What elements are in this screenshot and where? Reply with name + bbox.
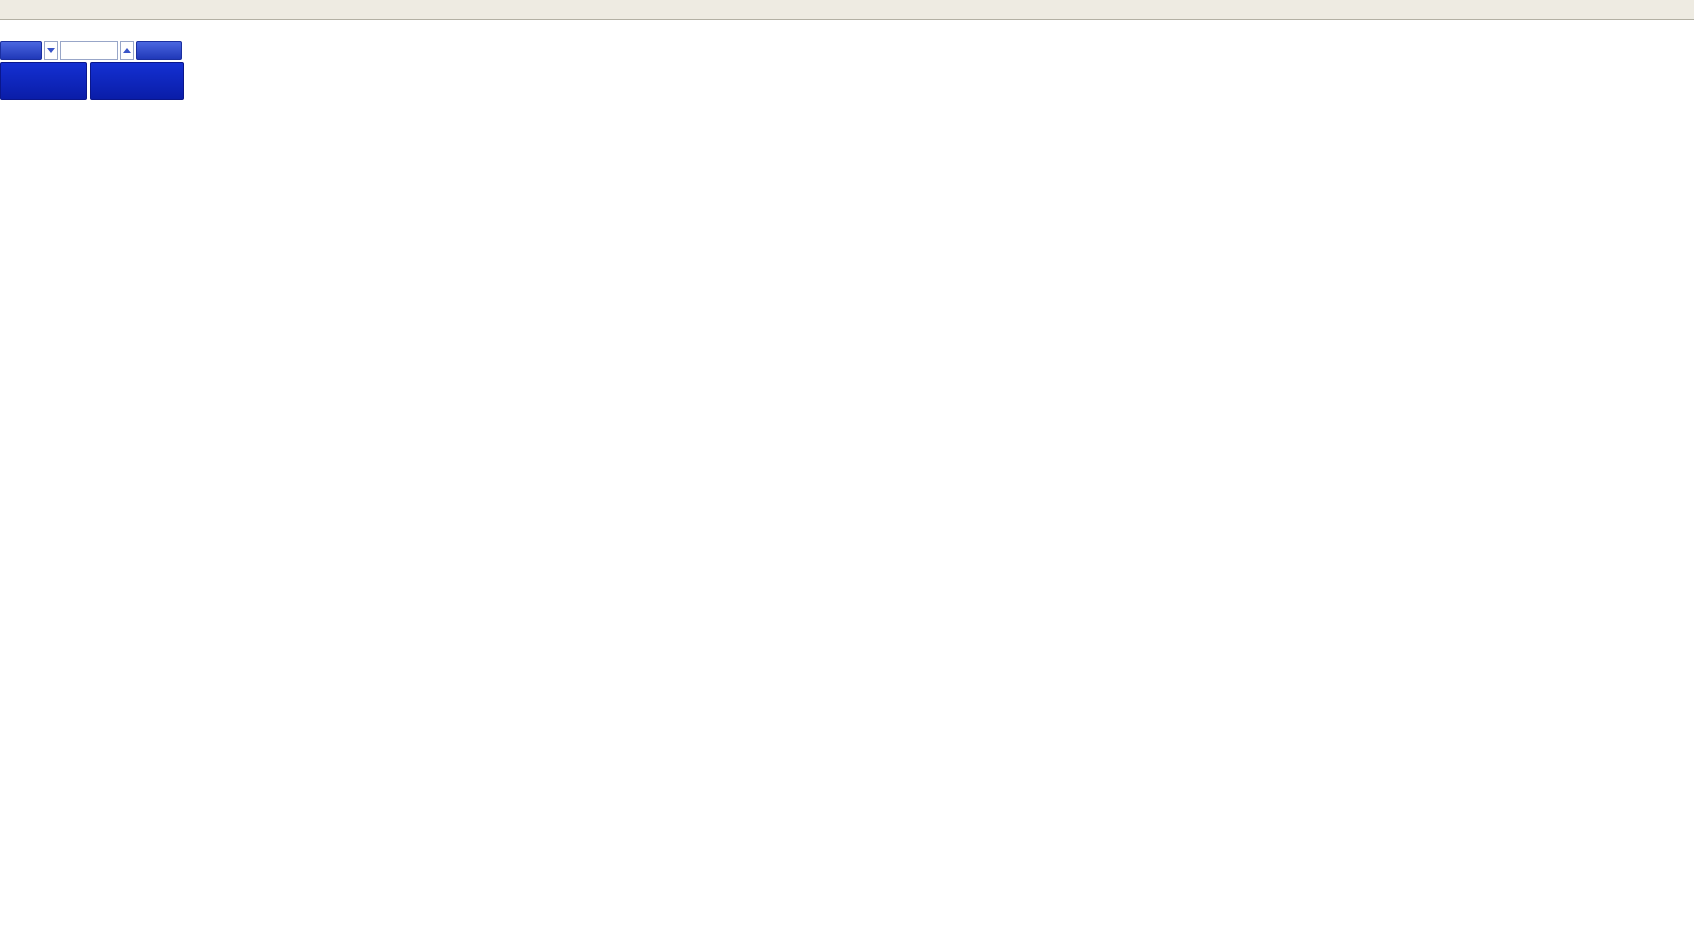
sell-button[interactable] (0, 41, 42, 60)
triangle-down-icon (47, 48, 55, 53)
buy-button[interactable] (136, 41, 182, 60)
triangle-up-icon (123, 48, 131, 53)
sell-price-panel[interactable] (0, 62, 87, 100)
buy-price-panel[interactable] (89, 62, 184, 100)
lot-size-input[interactable] (60, 41, 118, 60)
lot-decrease-button[interactable] (44, 41, 58, 60)
toolbar (0, 0, 1694, 20)
one-click-trading-panel (0, 41, 184, 100)
lot-increase-button[interactable] (120, 41, 134, 60)
